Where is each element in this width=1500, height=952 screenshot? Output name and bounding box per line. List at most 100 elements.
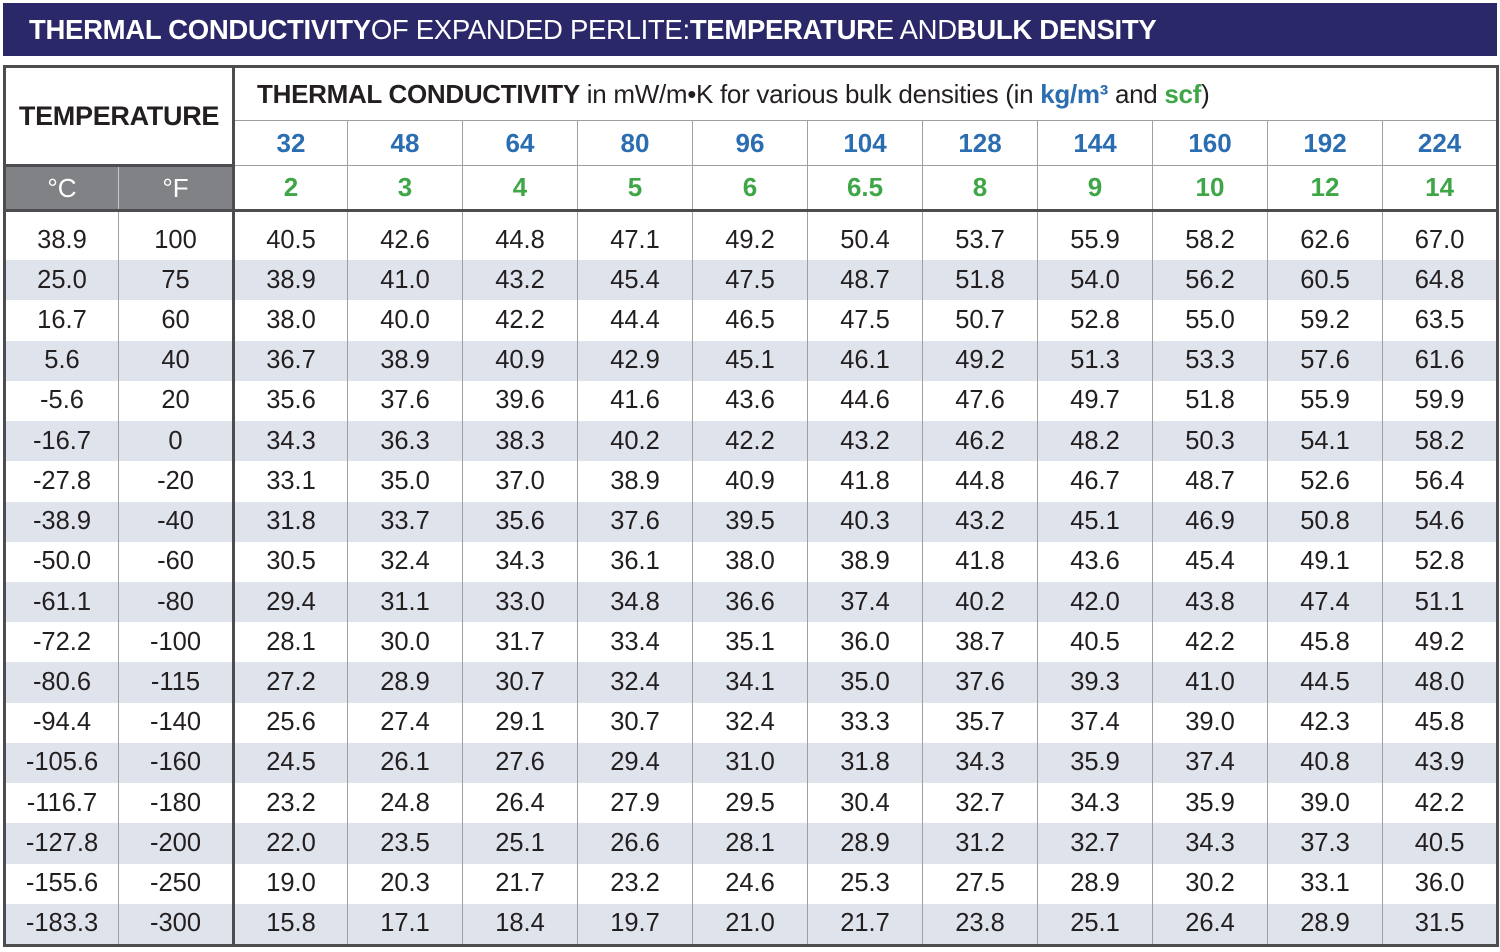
conductivity-cell: 17.1 bbox=[347, 903, 463, 946]
celsius-cell: 25.0 bbox=[4, 260, 119, 301]
conductivity-cell: 43.9 bbox=[1382, 742, 1498, 784]
conductivity-cell: 35.6 bbox=[266, 386, 316, 415]
conductivity-cell: 43.8 bbox=[1152, 581, 1268, 623]
conductivity-cell: 18.4 bbox=[462, 903, 578, 946]
conductivity-cell: 50.8 bbox=[1267, 501, 1383, 542]
conductivity-cell: 59.2 bbox=[1267, 300, 1383, 341]
conductivity-cell: 40.9 bbox=[462, 340, 578, 381]
conductivity-cell: 36.1 bbox=[577, 541, 693, 582]
conductivity-cell: 23.2 bbox=[577, 863, 693, 904]
conductivity-cell: 33.1 bbox=[266, 466, 316, 495]
conductivity-cell: 44.4 bbox=[577, 300, 693, 341]
conductivity-cell: 50.7 bbox=[922, 300, 1038, 341]
conductivity-cell: 37.6 bbox=[577, 501, 693, 542]
density-scf-header: 14 bbox=[1382, 165, 1498, 212]
conductivity-cell: 46.9 bbox=[1152, 501, 1268, 542]
conductivity-cell: 64.8 bbox=[1382, 260, 1498, 301]
conductivity-cell: 31.1 bbox=[347, 581, 463, 623]
conductivity-cell: 55.9 bbox=[1267, 380, 1383, 422]
celsius-cell: -50.0 bbox=[4, 541, 119, 582]
density-kg-header: 96 bbox=[692, 120, 808, 166]
conductivity-cell: 36.0 bbox=[1382, 863, 1498, 904]
density-scf-header: 2 bbox=[233, 165, 348, 212]
conductivity-cell: 15.8 bbox=[233, 903, 348, 946]
conductivity-cell: 37.4 bbox=[807, 581, 923, 623]
conductivity-cell: 46.1 bbox=[807, 340, 923, 381]
conductivity-cell: 25.3 bbox=[807, 863, 923, 904]
title-part-2: OF EXPANDED PERLITE: bbox=[370, 13, 690, 45]
conductivity-cell: 35.6 bbox=[462, 501, 578, 542]
conductivity-cell: 33.3 bbox=[807, 702, 923, 743]
conductivity-cell: 29.5 bbox=[692, 783, 808, 824]
conductivity-cell: 43.2 bbox=[462, 260, 578, 301]
conductivity-header-bold: THERMAL CONDUCTIVITY bbox=[257, 78, 580, 109]
celsius-cell: -5.6 bbox=[4, 380, 119, 422]
density-scf-header: 8 bbox=[922, 165, 1038, 212]
conductivity-cell: 31.8 bbox=[233, 501, 348, 542]
conductivity-cell: 34.3 bbox=[922, 742, 1038, 784]
conductivity-cell: 46.5 bbox=[692, 300, 808, 341]
conductivity-cell: 35.1 bbox=[692, 622, 808, 663]
conductivity-cell: 38.9 bbox=[577, 461, 693, 502]
density-scf-header: 10 bbox=[1152, 165, 1268, 212]
fahrenheit-cell: -300 bbox=[118, 903, 236, 946]
conductivity-cell: 38.0 bbox=[266, 306, 316, 335]
conductivity-cell: 46.7 bbox=[1037, 461, 1153, 502]
conductivity-cell: 24.5 bbox=[233, 742, 348, 784]
conductivity-cell: 42.2 bbox=[692, 421, 808, 462]
conductivity-cell: 35.9 bbox=[1037, 742, 1153, 784]
fahrenheit-header: °F bbox=[118, 165, 236, 212]
conductivity-cell: 37.4 bbox=[1037, 702, 1153, 743]
celsius-cell: -38.9 bbox=[4, 501, 119, 542]
conductivity-cell: 40.2 bbox=[922, 581, 1038, 623]
conductivity-cell: 45.4 bbox=[1152, 541, 1268, 582]
density-kg-header: 192 bbox=[1267, 120, 1383, 166]
conductivity-cell: 31.7 bbox=[462, 622, 578, 663]
conductivity-cell: 27.9 bbox=[577, 783, 693, 824]
header-spacer bbox=[4, 210, 1498, 220]
density-kg-header: 224 bbox=[1382, 120, 1498, 166]
fahrenheit-cell: 75 bbox=[118, 260, 236, 301]
conductivity-cell: 51.8 bbox=[1152, 380, 1268, 422]
fahrenheit-cell: -60 bbox=[118, 541, 236, 582]
celsius-cell: -80.6 bbox=[4, 662, 119, 703]
celsius-cell: -155.6 bbox=[4, 863, 119, 904]
fahrenheit-cell: -140 bbox=[118, 702, 236, 743]
conductivity-cell: 38.3 bbox=[462, 421, 578, 462]
conductivity-cell: 42.2 bbox=[462, 300, 578, 341]
conductivity-cell: 51.3 bbox=[1037, 340, 1153, 381]
conductivity-cell: 42.2 bbox=[1382, 783, 1498, 824]
density-scf-header: 6.5 bbox=[807, 165, 923, 212]
conductivity-cell: 44.5 bbox=[1267, 662, 1383, 703]
conductivity-cell: 43.6 bbox=[1037, 541, 1153, 582]
conductivity-cell: 62.6 bbox=[1267, 220, 1383, 261]
celsius-cell: -116.7 bbox=[4, 783, 119, 824]
density-kg-header: 144 bbox=[1037, 120, 1153, 166]
conductivity-cell: 32.7 bbox=[1037, 823, 1153, 864]
celsius-cell: -16.7 bbox=[4, 421, 119, 462]
conductivity-cell: 53.3 bbox=[1152, 340, 1268, 381]
conductivity-cell: 45.8 bbox=[1382, 702, 1498, 743]
celsius-cell: 16.7 bbox=[4, 300, 119, 341]
table-body: 38.9 100 40.5 42.6 44.8 47.1 49.2 50.4 53.7 55.9 5… bbox=[4, 220, 1498, 946]
conductivity-cell: 54.1 bbox=[1267, 421, 1383, 462]
conductivity-cell: 21.0 bbox=[692, 903, 808, 946]
conductivity-cell: 49.2 bbox=[692, 220, 808, 261]
conductivity-cell: 22.0 bbox=[233, 823, 348, 864]
conductivity-cell: 40.3 bbox=[807, 501, 923, 542]
conductivity-cell: 32.4 bbox=[347, 541, 463, 582]
conductivity-cell: 42.2 bbox=[1152, 622, 1268, 663]
conductivity-cell: 55.0 bbox=[1152, 300, 1268, 341]
conductivity-cell: 51.8 bbox=[922, 260, 1038, 301]
conductivity-cell: 34.3 bbox=[1037, 783, 1153, 824]
conductivity-cell: 33.1 bbox=[1267, 863, 1383, 904]
density-scf-header: 3 bbox=[347, 165, 463, 212]
table-row: 38.9 100 40.5 42.6 44.8 47.1 49.2 50.4 53.7 55.9 5… bbox=[4, 220, 1498, 261]
conductivity-cell: 28.1 bbox=[692, 823, 808, 864]
conductivity-cell: 49.7 bbox=[1037, 380, 1153, 422]
conductivity-cell: 33.7 bbox=[347, 501, 463, 542]
conductivity-cell: 52.6 bbox=[1267, 461, 1383, 502]
conductivity-cell: 38.9 bbox=[807, 541, 923, 582]
conductivity-cell: 39.3 bbox=[1037, 662, 1153, 703]
kg-unit-label: kg/m³ bbox=[1040, 78, 1109, 109]
